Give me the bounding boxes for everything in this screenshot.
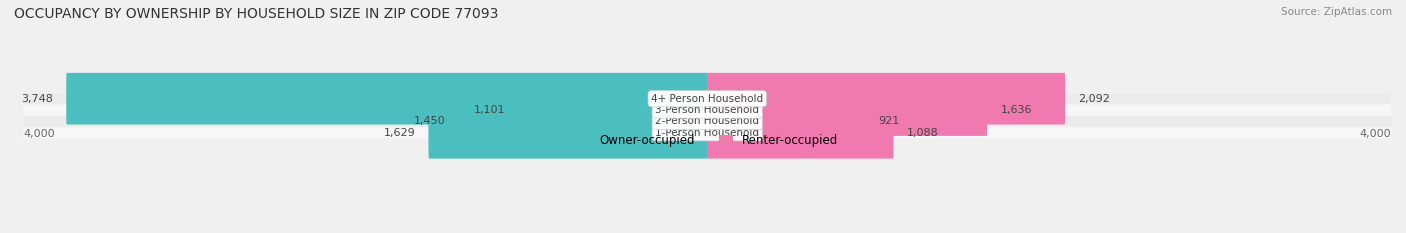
Text: 1-Person Household: 1-Person Household	[655, 128, 759, 138]
FancyBboxPatch shape	[707, 107, 894, 159]
Text: 3-Person Household: 3-Person Household	[655, 105, 759, 115]
Text: 1,088: 1,088	[907, 128, 939, 138]
Text: 1,450: 1,450	[413, 116, 446, 126]
FancyBboxPatch shape	[24, 116, 1391, 127]
Text: 1,101: 1,101	[474, 105, 505, 115]
Text: 921: 921	[879, 116, 900, 126]
Text: 4,000: 4,000	[1360, 129, 1391, 139]
Text: 3,748: 3,748	[21, 94, 53, 104]
Text: 1,636: 1,636	[1001, 105, 1032, 115]
Text: 1,629: 1,629	[384, 128, 415, 138]
FancyBboxPatch shape	[66, 73, 707, 124]
FancyBboxPatch shape	[24, 93, 1391, 104]
FancyBboxPatch shape	[707, 96, 865, 147]
FancyBboxPatch shape	[429, 107, 707, 159]
FancyBboxPatch shape	[519, 84, 707, 136]
FancyBboxPatch shape	[707, 73, 1066, 124]
Text: Source: ZipAtlas.com: Source: ZipAtlas.com	[1281, 7, 1392, 17]
FancyBboxPatch shape	[24, 127, 1391, 138]
Text: 4+ Person Household: 4+ Person Household	[651, 94, 763, 104]
Text: 4,000: 4,000	[24, 129, 55, 139]
FancyBboxPatch shape	[458, 96, 707, 147]
FancyBboxPatch shape	[707, 84, 987, 136]
Legend: Owner-occupied, Renter-occupied: Owner-occupied, Renter-occupied	[571, 129, 844, 151]
Text: 2,092: 2,092	[1078, 94, 1111, 104]
Text: 2-Person Household: 2-Person Household	[655, 116, 759, 126]
FancyBboxPatch shape	[24, 105, 1391, 115]
Text: OCCUPANCY BY OWNERSHIP BY HOUSEHOLD SIZE IN ZIP CODE 77093: OCCUPANCY BY OWNERSHIP BY HOUSEHOLD SIZE…	[14, 7, 499, 21]
